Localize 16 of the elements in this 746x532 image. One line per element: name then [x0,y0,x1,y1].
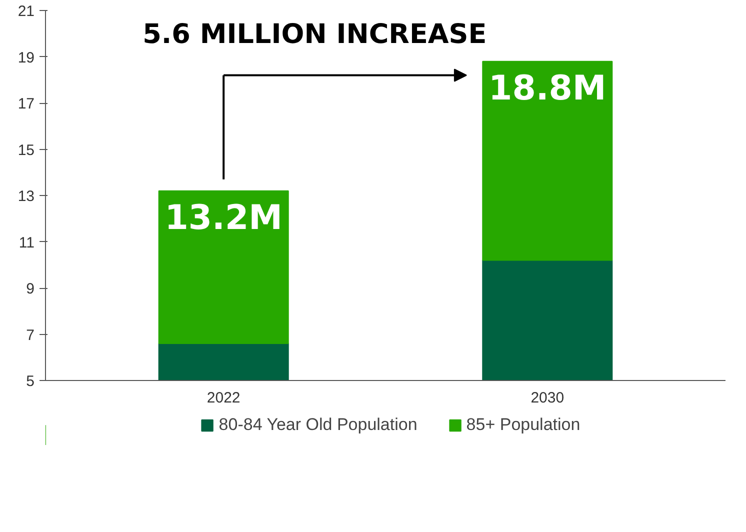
x-tick-label: 2030 [530,390,564,406]
y-tick-label: 11 [18,234,35,252]
y-tick-label: 7 [26,326,34,344]
legend-label: 80-84 Year Old Population [218,415,418,435]
total-label: 13.2M [164,198,282,238]
y-tick-label: 19 [18,49,35,66]
y-tick-label: 13 [18,188,35,205]
y-tick-label: 17 [18,96,35,112]
y-tick-label: 21 [18,3,35,20]
x-tick-label: 2022 [206,390,240,406]
y-tick-label: 9 [26,280,34,298]
total-label: 18.8M [488,68,606,108]
y-tick-label: 15 [18,142,35,159]
y-tick-label: 5 [26,373,34,390]
annotation: 5.6 MILLION INCREASE [142,18,487,50]
legend-label: 85+ Population [466,415,580,435]
